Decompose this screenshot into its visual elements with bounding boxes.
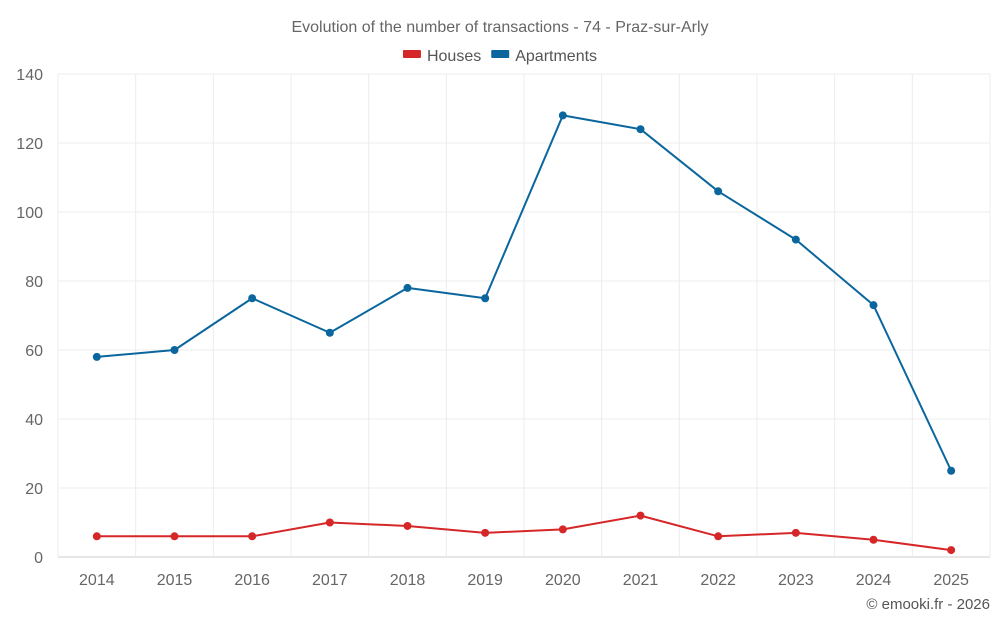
legend-item-houses[interactable]: Houses xyxy=(402,48,481,65)
y-tick-label: 100 xyxy=(16,205,43,222)
data-point-houses[interactable] xyxy=(869,535,878,544)
data-point-apartments[interactable] xyxy=(481,294,490,303)
series-line-apartments xyxy=(96,114,953,472)
data-point-apartments[interactable] xyxy=(558,111,567,120)
x-tick-label: 2016 xyxy=(234,572,270,589)
x-tick-label: 2024 xyxy=(856,572,892,589)
legend-item-apartments[interactable]: Apartments xyxy=(491,48,597,65)
data-point-houses[interactable] xyxy=(947,546,956,555)
data-point-apartments[interactable] xyxy=(92,352,101,361)
data-point-houses[interactable] xyxy=(714,532,723,541)
data-point-apartments[interactable] xyxy=(248,294,257,303)
x-axis: 2014 2015 2016 2017 2018 2019 2020 2021 2022 2023… xyxy=(79,572,969,589)
y-tick-label: 40 xyxy=(25,412,43,429)
data-point-apartments[interactable] xyxy=(714,187,723,196)
x-tick-label: 2018 xyxy=(390,572,426,589)
y-tick-label: 80 xyxy=(25,274,43,291)
data-point-houses[interactable] xyxy=(558,525,567,534)
legend-swatch xyxy=(491,50,510,58)
x-tick-label: 2014 xyxy=(79,572,115,589)
legend-swatch xyxy=(402,50,421,58)
legend-label: Houses xyxy=(427,48,481,65)
grid xyxy=(57,73,991,558)
x-tick-label: 2020 xyxy=(545,572,581,589)
legend-label: Apartments xyxy=(515,48,597,65)
chart-title: Evolution of the number of transactions … xyxy=(291,19,708,36)
data-point-houses[interactable] xyxy=(481,528,490,537)
x-tick-label: 2022 xyxy=(700,572,736,589)
y-tick-label: 60 xyxy=(25,343,43,360)
y-tick-label: 0 xyxy=(34,550,43,567)
data-point-apartments[interactable] xyxy=(791,235,800,244)
x-tick-label: 2017 xyxy=(312,572,348,589)
data-point-houses[interactable] xyxy=(92,532,101,541)
data-point-apartments[interactable] xyxy=(636,125,645,134)
data-point-houses[interactable] xyxy=(403,521,412,530)
x-tick-label: 2015 xyxy=(157,572,193,589)
y-tick-label: 20 xyxy=(25,481,43,498)
series-apartments xyxy=(92,111,956,475)
y-tick-label: 120 xyxy=(16,136,43,153)
data-point-apartments[interactable] xyxy=(869,301,878,310)
series-line-houses xyxy=(96,514,952,552)
credit-text: © emooki.fr - 2026 xyxy=(866,596,990,613)
data-point-houses[interactable] xyxy=(248,532,257,541)
data-point-apartments[interactable] xyxy=(403,283,412,292)
data-point-houses[interactable] xyxy=(791,528,800,537)
data-point-houses[interactable] xyxy=(170,532,179,541)
x-tick-label: 2023 xyxy=(778,572,814,589)
x-tick-label: 2019 xyxy=(467,572,503,589)
data-point-houses[interactable] xyxy=(325,518,334,527)
series-houses xyxy=(92,511,956,555)
data-point-apartments[interactable] xyxy=(170,346,179,354)
legend: Houses Apartments xyxy=(402,48,597,65)
x-tick-label: 2021 xyxy=(623,572,659,589)
x-tick-label: 2025 xyxy=(933,572,969,589)
data-point-apartments[interactable] xyxy=(947,466,956,475)
data-point-houses[interactable] xyxy=(636,511,645,520)
series-layer xyxy=(92,111,956,555)
y-tick-label: 140 xyxy=(16,67,43,84)
y-axis: 0 20 40 60 80 100 120 140 xyxy=(16,67,43,567)
data-point-apartments[interactable] xyxy=(325,328,334,337)
